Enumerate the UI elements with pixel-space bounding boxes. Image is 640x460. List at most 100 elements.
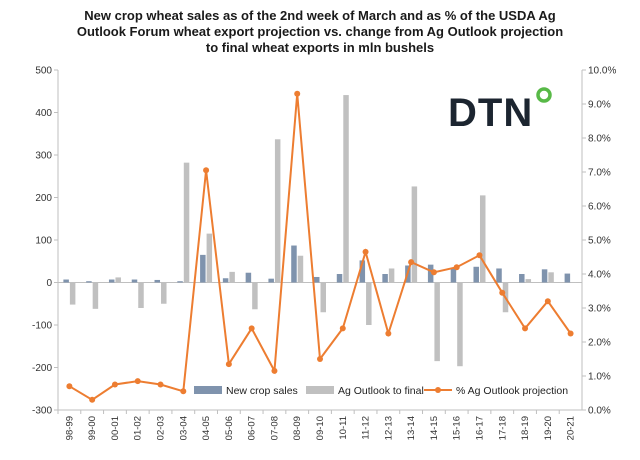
percent-point xyxy=(294,90,301,97)
percent-point xyxy=(499,289,506,296)
bar-new-crop-sales xyxy=(496,268,502,283)
percent-point xyxy=(89,396,96,403)
legend: New crop sales Ag Outlook to final % Ag … xyxy=(194,385,568,397)
left-tick-label: 100 xyxy=(35,236,52,247)
x-tick-label: 02-03 xyxy=(156,416,167,440)
left-tick-label: -100 xyxy=(32,321,52,332)
left-tick-label: 0 xyxy=(46,278,52,289)
bar-ag-outlook-to-final xyxy=(252,282,258,310)
tick-labels: 500 400 300 200 100 0 -100 -200 -300 10.0% 9.0% 8.0… xyxy=(32,66,616,441)
bar-new-crop-sales xyxy=(154,279,161,283)
legend-swatch-new-crop xyxy=(194,386,222,394)
bar-ag-outlook-to-final xyxy=(229,271,235,283)
left-tick-label: 400 xyxy=(35,108,52,119)
bar-ag-outlook-to-final xyxy=(525,279,532,283)
percent-point xyxy=(453,264,460,271)
left-tick-label: 200 xyxy=(35,193,52,204)
percent-line-path xyxy=(68,93,572,401)
chart-title-line-3: to final wheat exports in mln bushels xyxy=(205,40,435,55)
right-tick-label: 1.0% xyxy=(588,372,611,383)
left-tick-label: 500 xyxy=(35,66,52,77)
percent-point xyxy=(157,381,164,388)
x-tick-label: 08-09 xyxy=(292,416,303,440)
x-tick-label: 13-14 xyxy=(406,416,417,440)
bar-new-crop-sales xyxy=(86,281,92,283)
bar-new-crop-sales xyxy=(450,268,457,283)
chart-title-line-1: New crop wheat sales as of the 2nd week … xyxy=(84,8,556,23)
percent-point xyxy=(408,259,415,266)
bar-new-crop-sales xyxy=(564,273,571,283)
percent-point xyxy=(271,367,278,374)
x-tick-label: 11-12 xyxy=(361,416,372,440)
left-tick-label: -300 xyxy=(32,406,52,417)
x-tick-label: 03-04 xyxy=(178,416,189,440)
bar-ag-outlook-to-final xyxy=(571,282,577,283)
bar-ag-outlook-to-final xyxy=(457,282,463,367)
bar-new-crop-sales xyxy=(177,281,183,283)
logo-text: DTN xyxy=(448,91,533,135)
percent-point xyxy=(430,269,437,276)
bar-new-crop-sales xyxy=(473,266,479,283)
bar-ag-outlook-to-final xyxy=(138,282,144,308)
bar-new-crop-sales xyxy=(245,272,252,283)
bar-ag-outlook-to-final xyxy=(320,282,326,313)
bar-ag-outlook-to-final xyxy=(343,95,349,283)
percent-point xyxy=(339,325,346,332)
legend-label-new-crop: New crop sales xyxy=(226,385,298,397)
legend-label-ag-outlook: Ag Outlook to final xyxy=(338,385,424,397)
bar-ag-outlook-to-final xyxy=(183,162,190,283)
right-tick-label: 7.0% xyxy=(588,168,611,179)
x-tick-label: 99-00 xyxy=(87,416,98,440)
bar-new-crop-sales xyxy=(427,264,434,283)
right-tick-label: 0.0% xyxy=(588,406,611,417)
x-tick-label: 04-05 xyxy=(201,416,212,440)
x-tick-label: 09-10 xyxy=(315,416,326,440)
legend-swatch-percent-dot xyxy=(435,387,441,393)
bar-ag-outlook-to-final xyxy=(161,282,167,304)
right-tick-label: 6.0% xyxy=(588,202,611,213)
x-tick-label: 01-02 xyxy=(133,416,144,440)
bar-new-crop-sales xyxy=(291,245,297,283)
bar-ag-outlook-to-final xyxy=(434,282,440,362)
percent-point xyxy=(522,325,529,332)
bar-new-crop-sales xyxy=(382,274,388,283)
bar-ag-outlook-to-final xyxy=(479,195,486,283)
bar-ag-outlook-to-final xyxy=(548,272,554,283)
percent-point xyxy=(567,330,574,337)
right-tick-label: 5.0% xyxy=(588,236,611,247)
right-tick-label: 2.0% xyxy=(588,338,611,349)
percent-point xyxy=(544,298,551,305)
x-tick-label: 14-15 xyxy=(429,416,440,440)
bar-ag-outlook-to-final xyxy=(366,282,372,325)
x-tick-label: 00-01 xyxy=(110,416,121,440)
percent-point xyxy=(317,356,323,362)
legend-label-percent: % Ag Outlook projection xyxy=(456,385,568,397)
percent-point xyxy=(385,330,392,337)
bar-ag-outlook-to-final xyxy=(274,139,281,283)
bar-ag-outlook-to-final xyxy=(206,233,213,283)
bar-new-crop-sales xyxy=(314,276,320,283)
right-tick-label: 9.0% xyxy=(588,100,611,111)
bar-ag-outlook-to-final xyxy=(69,282,76,305)
bar-new-crop-sales xyxy=(519,274,525,283)
bar-ag-outlook-to-final xyxy=(388,268,395,283)
x-tick-label: 10-11 xyxy=(338,416,349,440)
bar-new-crop-sales xyxy=(200,254,206,283)
percent-point xyxy=(111,381,118,388)
percent-point xyxy=(225,361,232,368)
left-tick-label: 300 xyxy=(35,151,52,162)
right-tick-label: 3.0% xyxy=(588,304,611,315)
bar-ag-outlook-to-final xyxy=(115,277,121,283)
bar-ag-outlook-to-final xyxy=(92,282,99,309)
x-tick-label: 18-19 xyxy=(520,416,531,440)
bar-ag-outlook-to-final xyxy=(411,186,418,283)
right-tick-label: 8.0% xyxy=(588,134,611,145)
bar-ag-outlook-to-final xyxy=(297,255,304,283)
left-tick-label: -200 xyxy=(32,363,52,374)
percent-point xyxy=(134,378,141,385)
legend-swatch-ag-outlook xyxy=(306,386,334,394)
percent-point xyxy=(362,248,369,255)
logo-ring-icon xyxy=(536,87,552,103)
